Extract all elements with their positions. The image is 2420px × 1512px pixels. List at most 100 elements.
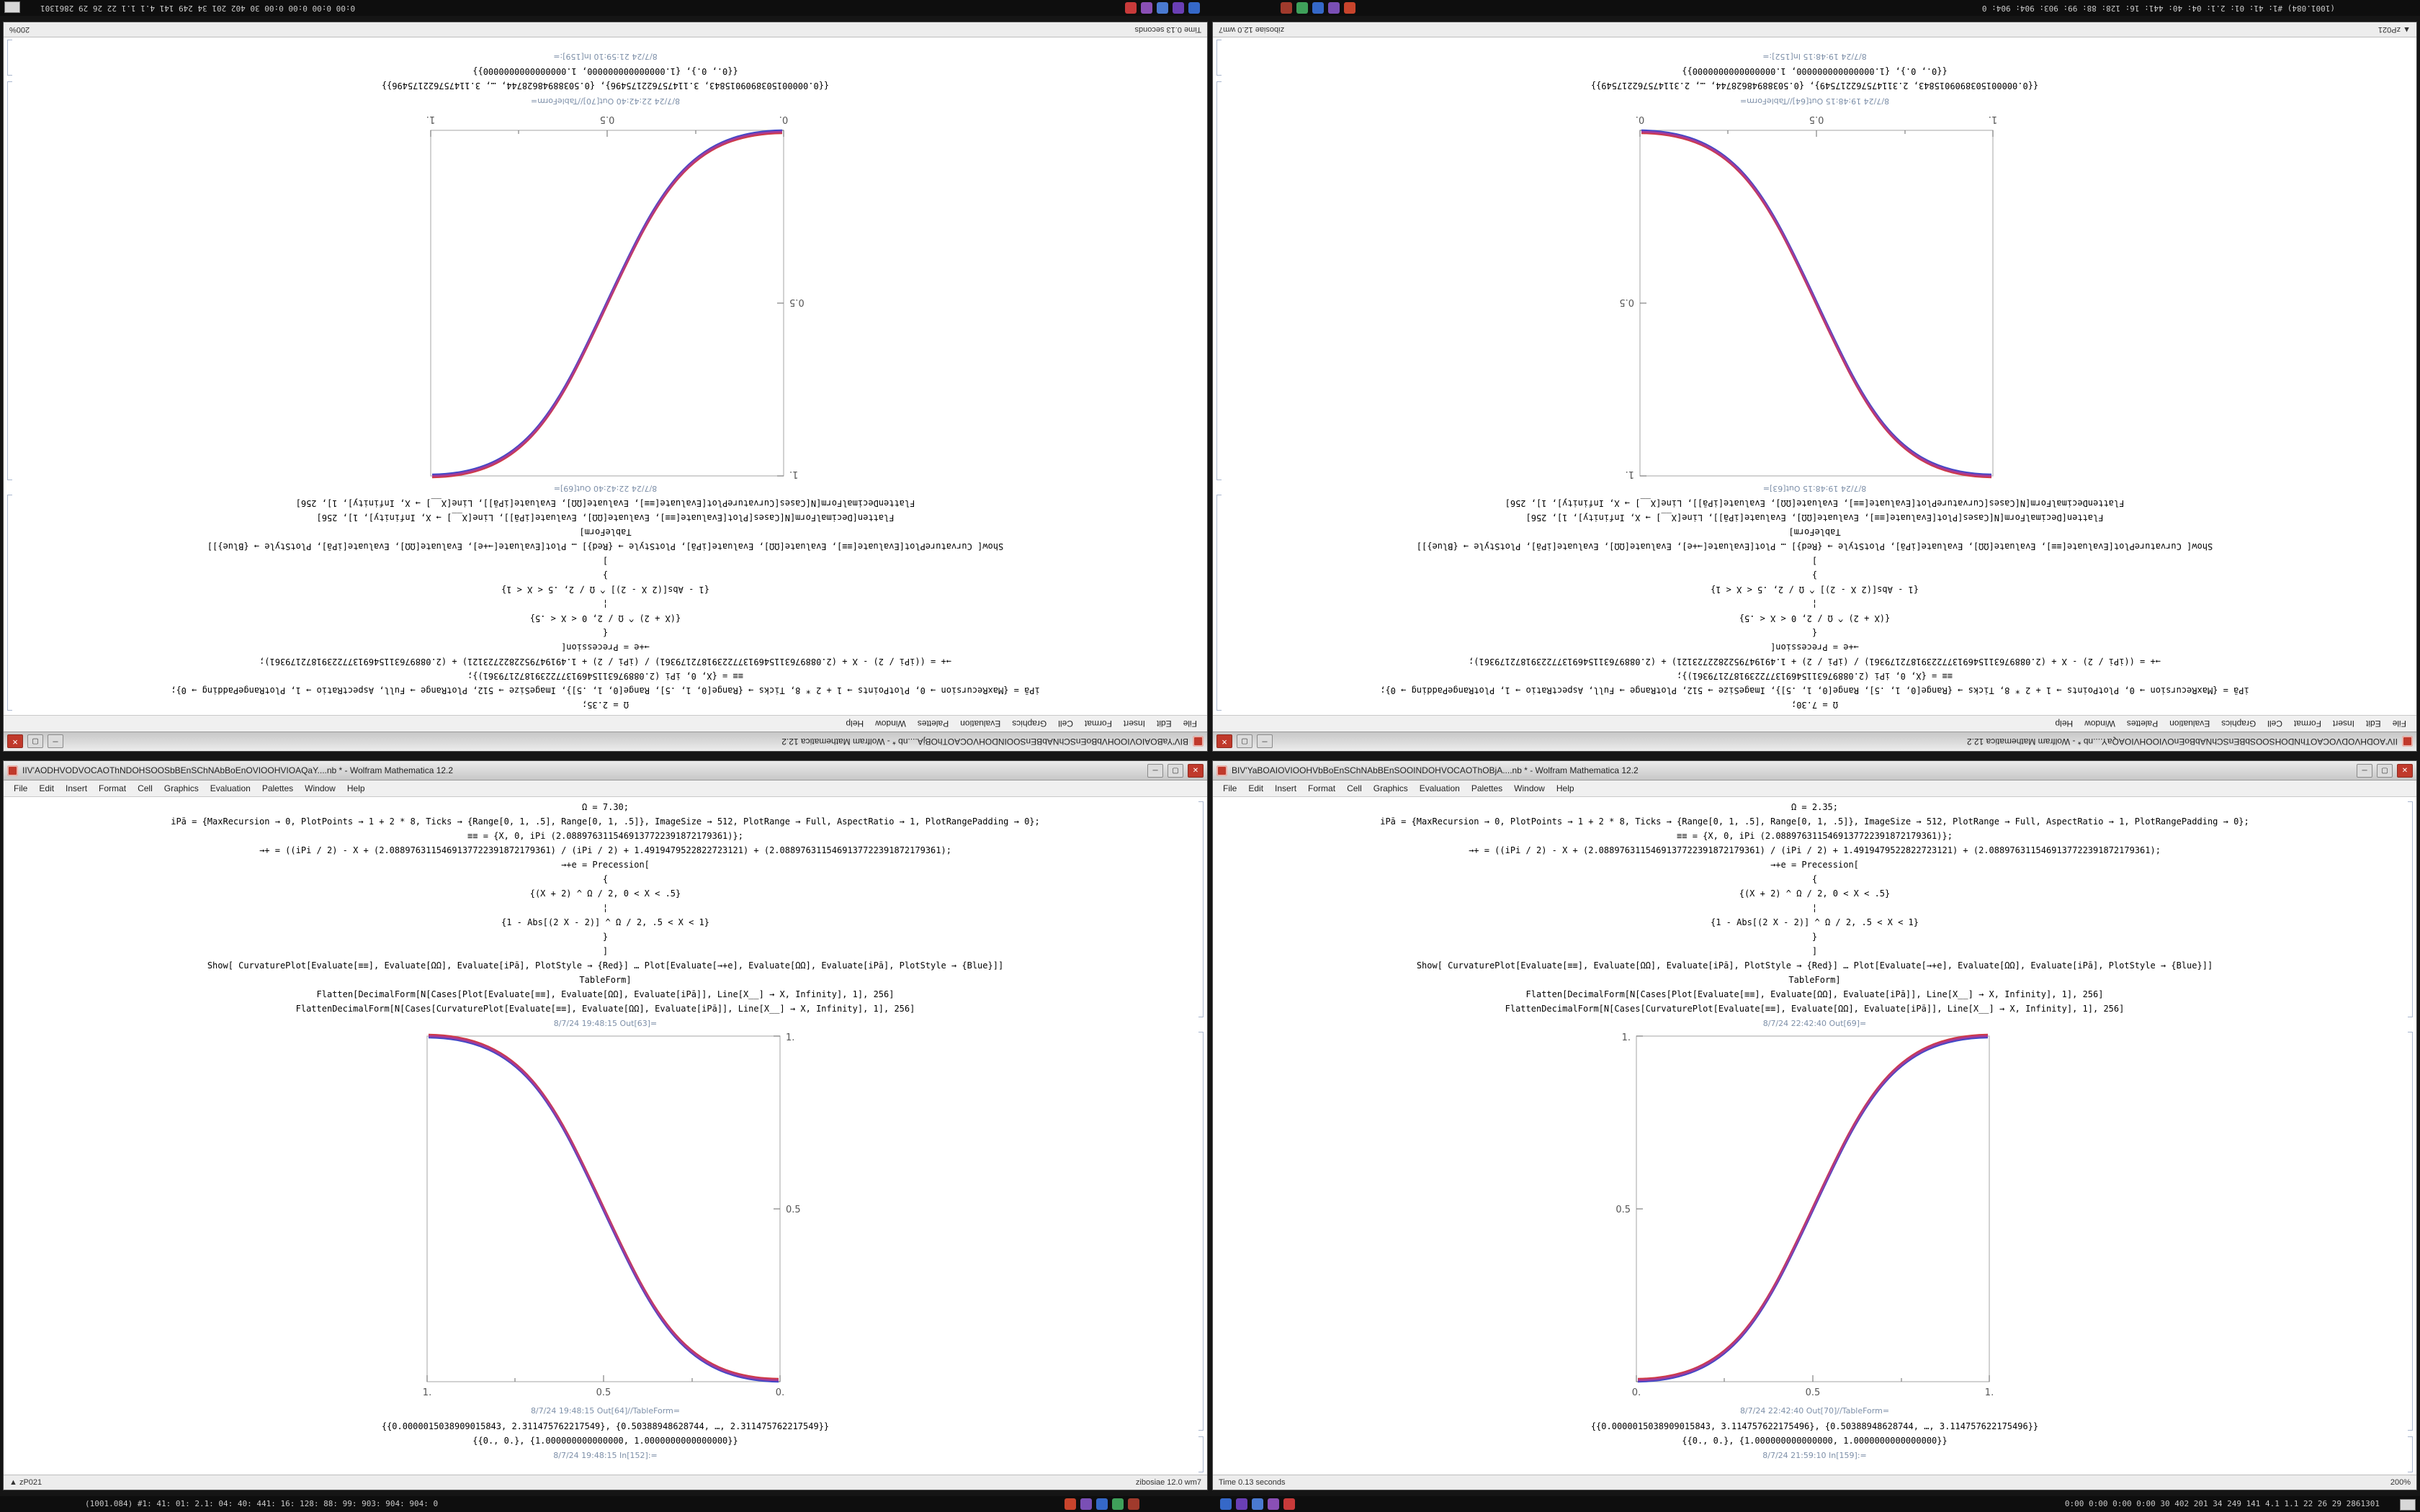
menu-item[interactable]: Help <box>2055 719 2074 729</box>
input-cell-line[interactable]: →+e = Precession[ <box>561 642 650 652</box>
titlebar[interactable]: BIV'YaBOAIOVIOOHVbBoEnSChNAbBEnSOOINDOHV… <box>1213 761 2416 780</box>
notebook-content[interactable]: Ω = 2.35; iPā = {MaxRecursion → 0, PlotPo… <box>4 37 1207 715</box>
status-left-text[interactable]: Time 0.13 seconds <box>1219 1478 1286 1487</box>
menu-item[interactable]: Help <box>1556 783 1574 793</box>
input-cell-line[interactable]: FlattenDecimalForm[N[Cases[CurvaturePlot… <box>295 498 915 508</box>
close-button[interactable]: ✕ <box>7 734 23 749</box>
input-cell-line[interactable]: FlattenDecimalForm[N[Cases[CurvaturePlot… <box>1505 498 2125 508</box>
taskbar-app-icon[interactable] <box>1096 1498 1108 1510</box>
input-cell-line[interactable]: Flatten[DecimalForm[N[Cases[Plot[Evaluat… <box>1525 989 2104 999</box>
taskbar-app-icon[interactable] <box>1344 2 1355 14</box>
menu-item[interactable]: Edit <box>1156 719 1172 729</box>
menu-item[interactable]: Evaluation <box>1419 783 1460 793</box>
taskbar-app-icon[interactable] <box>1188 2 1200 14</box>
cell-bracket[interactable] <box>1198 801 1204 1017</box>
menu-item[interactable]: Graphics <box>2221 719 2257 729</box>
input-cell-line[interactable]: } <box>1811 932 1818 942</box>
input-cell-line[interactable]: ] <box>1811 556 1818 566</box>
menu-item[interactable]: Window <box>875 719 906 729</box>
minimize-button[interactable]: ─ <box>48 734 63 749</box>
cell-bracket[interactable] <box>1198 1032 1204 1431</box>
input-cell-line[interactable]: iPā = {MaxRecursion → 0, PlotPoints → 1 … <box>171 816 1040 827</box>
menu-item[interactable]: Evaluation <box>2169 719 2210 729</box>
input-cell-line[interactable]: Show[ CurvaturePlot[Evaluate[≡≡], Evalua… <box>1416 541 2213 552</box>
menu-item[interactable]: Palettes <box>261 783 294 793</box>
status-left-text[interactable]: ▲ zP021 <box>9 1478 42 1487</box>
input-cell-line[interactable]: } <box>1811 570 1818 580</box>
input-cell-line[interactable]: ¦ <box>1811 599 1818 609</box>
input-cell-line[interactable]: →+e = Precession[ <box>561 860 650 870</box>
titlebar[interactable]: IIV'AODHVODVOCAOThNDOHSOOSbBEnSChNAbBoEn… <box>4 761 1207 780</box>
taskbar-app-icon[interactable] <box>1328 2 1340 14</box>
menu-item[interactable]: Format <box>1308 783 1336 793</box>
maximize-button[interactable]: ▢ <box>2377 763 2393 778</box>
taskbar-app-icon[interactable] <box>1268 1498 1279 1510</box>
menu-item[interactable]: Cell <box>1347 783 1362 793</box>
menu-item[interactable]: Format <box>1084 719 1112 729</box>
taskbar-app-icon[interactable] <box>1296 2 1308 14</box>
menu-item[interactable]: Window <box>305 783 336 793</box>
notebook-content[interactable]: Ω = 7.30; iPā = {MaxRecursion → 0, PlotPo… <box>1213 37 2416 715</box>
input-cell-line[interactable]: ] <box>1811 946 1818 956</box>
input-cell-line[interactable]: Show[ CurvaturePlot[Evaluate[≡≡], Evalua… <box>207 960 1004 971</box>
minimize-button[interactable]: ─ <box>1147 763 1163 778</box>
menu-item[interactable]: Edit <box>2365 719 2381 729</box>
taskbar-app-icon[interactable] <box>1312 2 1324 14</box>
menu-item[interactable]: Cell <box>2267 719 2282 729</box>
menu-item[interactable]: Insert <box>66 783 88 793</box>
input-cell-line[interactable]: ≡≡ = {X, 0, iPi (2.088976311546913772239… <box>1677 671 1953 681</box>
menu-item[interactable]: File <box>1183 719 1197 729</box>
close-button[interactable]: ✕ <box>2397 763 2413 778</box>
input-cell-line[interactable]: {(X + 2) ^ Ω / 2, 0 < X < .5} <box>529 613 681 624</box>
menu-item[interactable]: File <box>2392 719 2406 729</box>
input-cell-line[interactable]: {(X + 2) ^ Ω / 2, 0 < X < .5} <box>1739 888 1891 899</box>
menu-item[interactable]: Cell <box>1058 719 1073 729</box>
input-cell-line[interactable]: iPā = {MaxRecursion → 0, PlotPoints → 1 … <box>171 685 1040 696</box>
menu-item[interactable]: Evaluation <box>210 783 251 793</box>
input-cell-line[interactable]: →+e = Precession[ <box>1770 642 1859 652</box>
input-cell-line[interactable]: →+ = ((iPi / 2) - X + (2.088976311546913… <box>259 845 951 855</box>
menu-item[interactable]: Evaluation <box>960 719 1001 729</box>
cell-bracket[interactable] <box>1216 81 1222 480</box>
input-cell-line[interactable]: } <box>602 932 609 942</box>
input-cell-line[interactable]: Ω = 7.30; <box>581 802 629 812</box>
input-cell-line[interactable]: ¦ <box>602 903 609 913</box>
input-cell-line[interactable]: Flatten[DecimalForm[N[Cases[Plot[Evaluat… <box>316 989 895 999</box>
taskbar-app-icon[interactable] <box>1220 1498 1232 1510</box>
taskbar-app-icon[interactable] <box>1125 2 1137 14</box>
input-cell-line[interactable]: { <box>602 628 609 638</box>
taskbar-app-icon[interactable] <box>1141 2 1152 14</box>
menu-item[interactable]: Palettes <box>1471 783 1503 793</box>
menu-item[interactable]: Graphics <box>1373 783 1408 793</box>
menu-item[interactable]: Help <box>346 783 365 793</box>
input-cell-line[interactable]: {(X + 2) ^ Ω / 2, 0 < X < .5} <box>1739 613 1891 624</box>
input-cell-line[interactable]: ¦ <box>1811 903 1818 913</box>
cell-bracket[interactable] <box>2408 1436 2413 1472</box>
menu-item[interactable]: Graphics <box>1012 719 1047 729</box>
input-cell-line[interactable]: TableForm] <box>1788 527 1841 537</box>
input-cell-line[interactable]: Show[ CurvaturePlot[Evaluate[≡≡], Evalua… <box>1416 960 2213 971</box>
input-cell-line[interactable]: →+ = ((iPi / 2) - X + (2.088976311546913… <box>1469 845 2161 855</box>
cell-bracket[interactable] <box>7 495 12 711</box>
input-cell-line[interactable]: FlattenDecimalForm[N[Cases[CurvaturePlot… <box>1505 1004 2125 1014</box>
taskbar-app-icon[interactable] <box>1281 2 1292 14</box>
menu-item[interactable]: Insert <box>1123 719 1145 729</box>
cell-bracket[interactable] <box>7 40 12 76</box>
taskbar-app-icon[interactable] <box>1065 1498 1076 1510</box>
close-button[interactable]: ✕ <box>1216 734 1232 749</box>
menu-item[interactable]: Window <box>1514 783 1545 793</box>
titlebar[interactable]: IIV'AODHVODVOCAOThNDOHSOOSbBEnSChNAbBoEn… <box>1213 732 2416 751</box>
notebook-content[interactable]: Ω = 7.30; iPā = {MaxRecursion → 0, PlotPo… <box>4 797 1207 1475</box>
minimize-button[interactable]: ─ <box>1257 734 1273 749</box>
status-right-text[interactable]: 200% <box>9 25 30 34</box>
maximize-button[interactable]: ▢ <box>1237 734 1252 749</box>
status-right-text[interactable]: 200% <box>2390 1478 2411 1487</box>
menu-item[interactable]: Edit <box>1248 783 1264 793</box>
menu-item[interactable]: File <box>14 783 28 793</box>
input-cell-line[interactable]: ¦ <box>602 599 609 609</box>
cell-bracket[interactable] <box>1198 1436 1204 1472</box>
maximize-button[interactable]: ▢ <box>27 734 43 749</box>
menu-item[interactable]: Help <box>846 719 864 729</box>
input-cell-line[interactable]: Show[ CurvaturePlot[Evaluate[≡≡], Evalua… <box>207 541 1004 552</box>
input-cell-line[interactable]: FlattenDecimalForm[N[Cases[CurvaturePlot… <box>295 1004 915 1014</box>
